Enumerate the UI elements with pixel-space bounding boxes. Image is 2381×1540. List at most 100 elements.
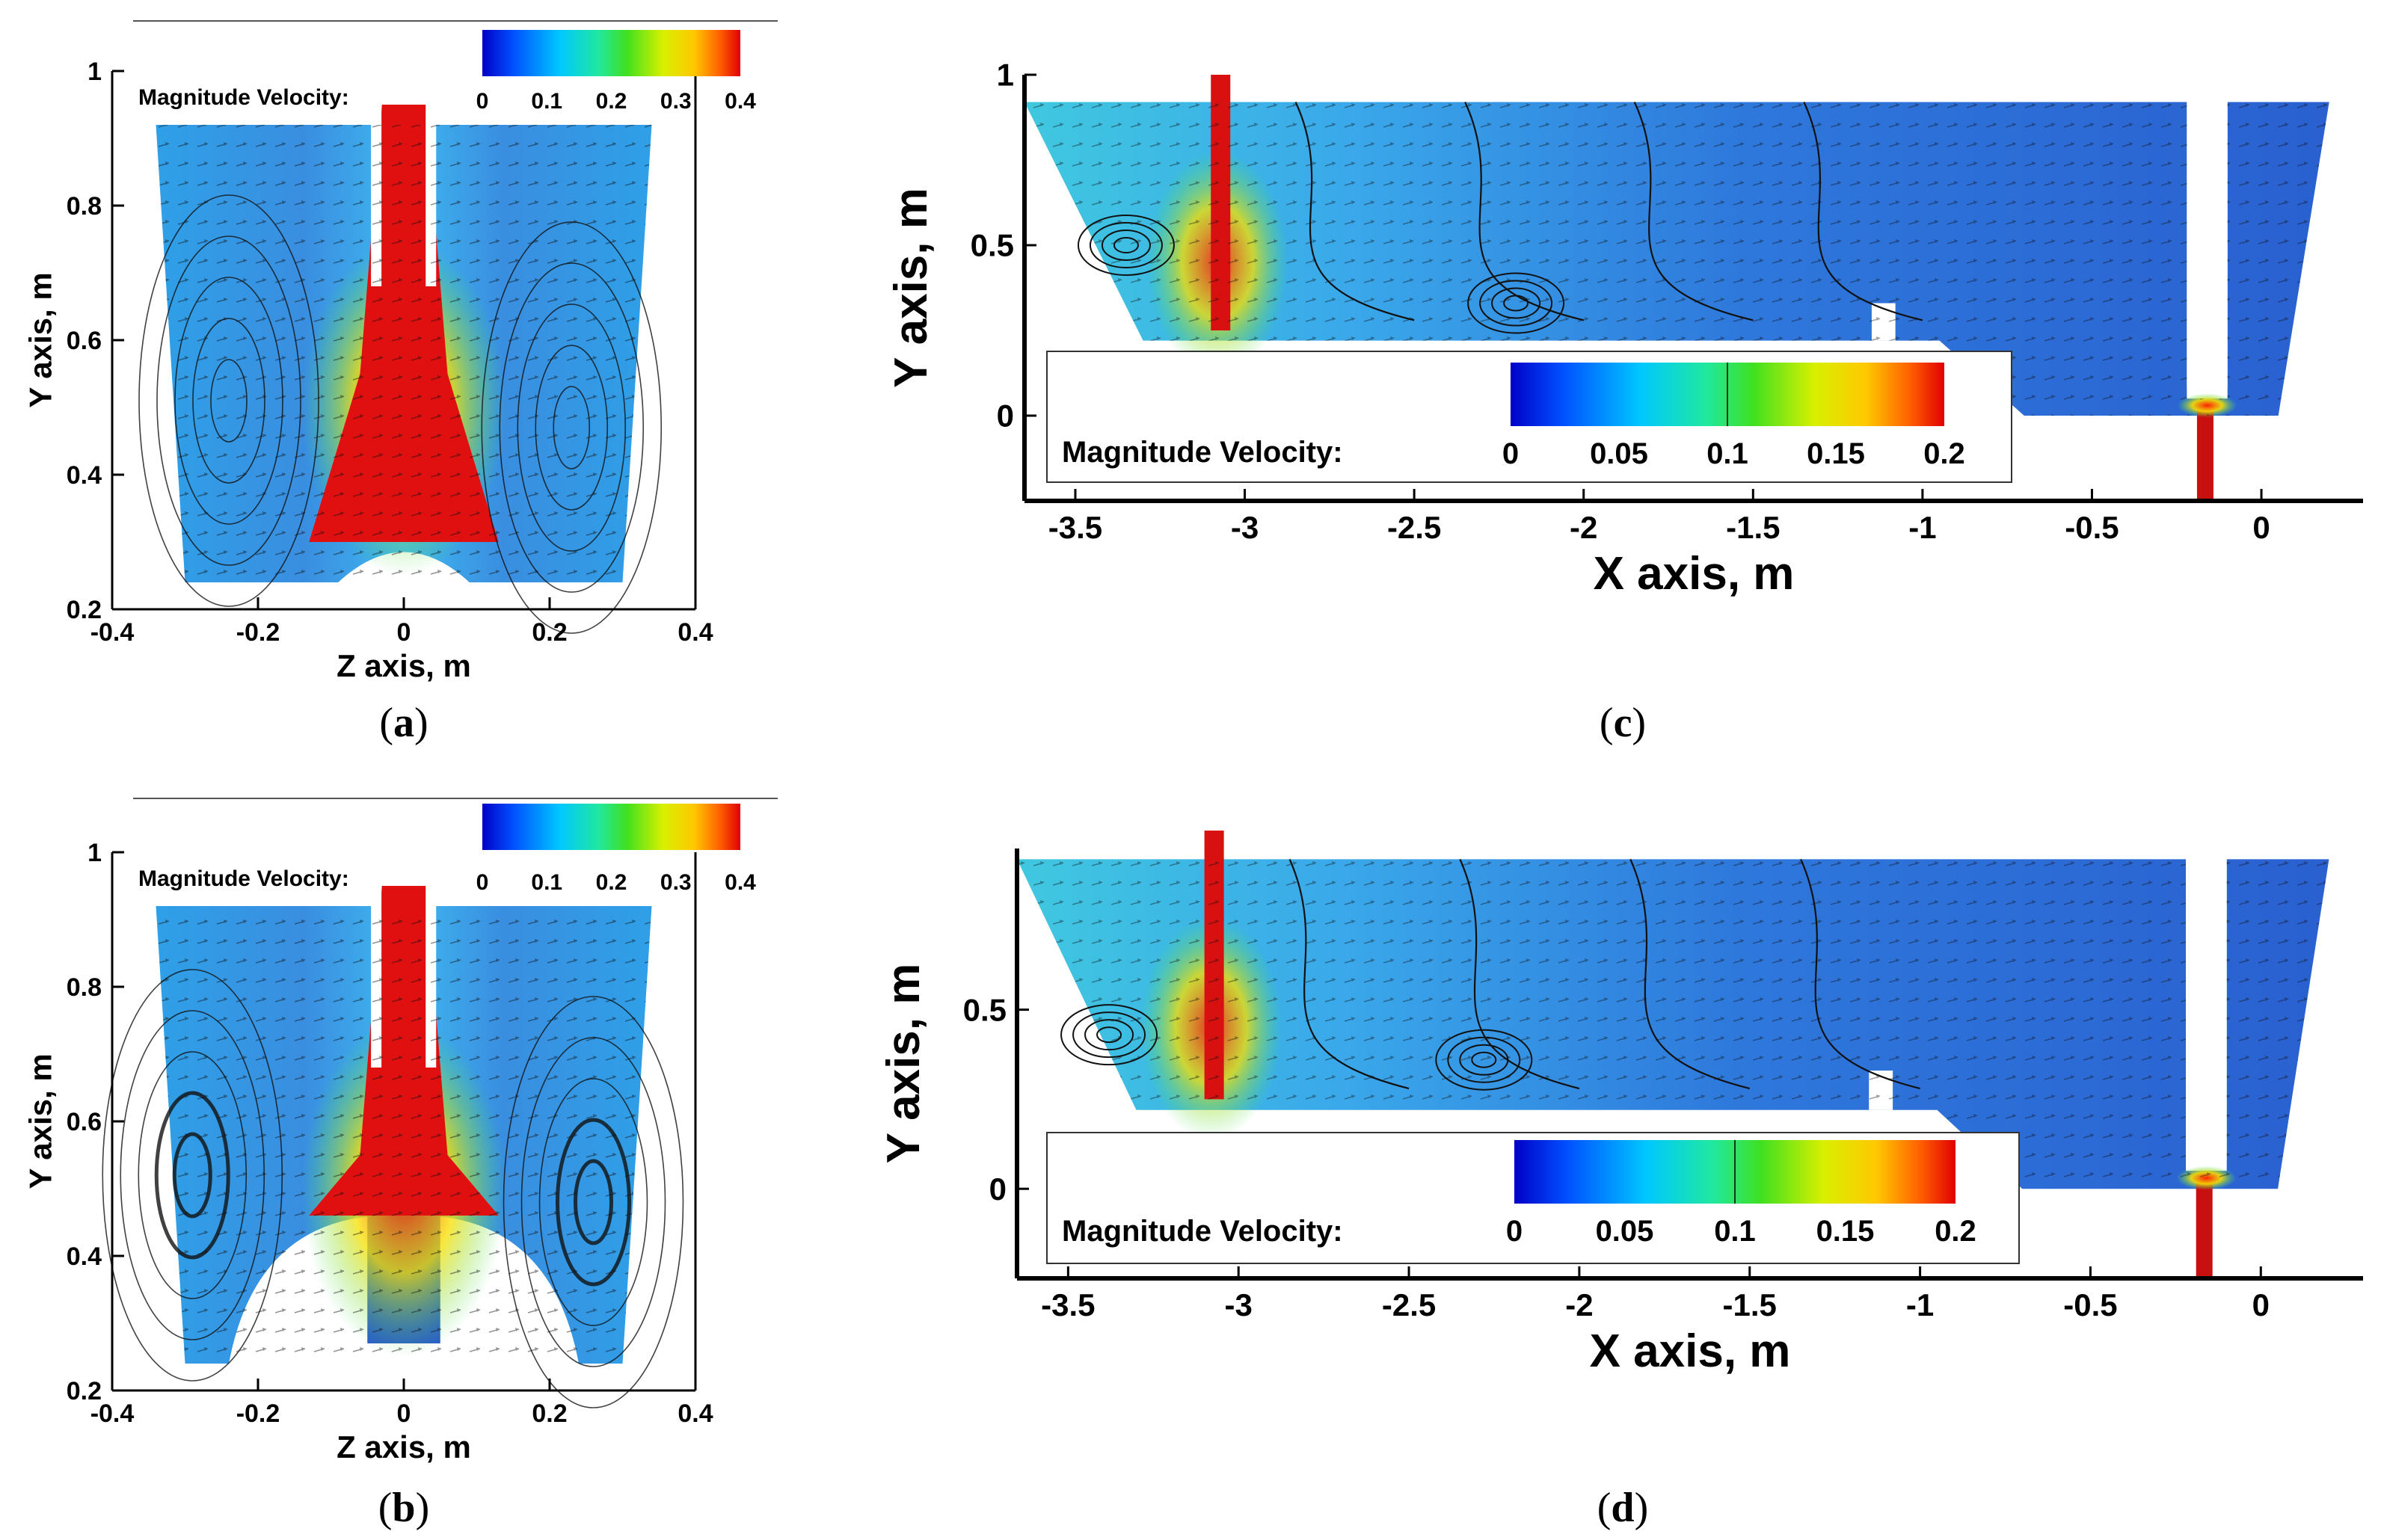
x-axis-title: X axis, m bbox=[1594, 548, 1795, 600]
legend-tick-label: 0 bbox=[476, 89, 489, 114]
legend-tick-label: 0 bbox=[1502, 437, 1519, 470]
axes-a: -0.4 -0.2 0 0.2 0.4 0.2 0.4 0.6 0.8 1 Z axis, m Y a… bbox=[22, 58, 713, 683]
panel-caption: (b) bbox=[378, 1485, 429, 1531]
streamline-0-5 bbox=[102, 969, 283, 1382]
outlet-jet bbox=[2196, 1181, 2213, 1278]
panel-a: -0.4 -0.2 0 0.2 0.4 0.2 0.4 0.6 0.8 1 Z axis, m Y a… bbox=[22, 20, 778, 746]
legend-tick-label: 0.15 bbox=[1816, 1215, 1875, 1248]
legend-tick-label: 0.05 bbox=[1596, 1215, 1654, 1248]
streamline-0-4 bbox=[120, 1010, 265, 1340]
legend-tick-label: 0.1 bbox=[531, 89, 562, 114]
x-tick-label: -3 bbox=[1225, 1287, 1253, 1322]
x-axis-title: X axis, m bbox=[1590, 1325, 1791, 1377]
velocity-vectors bbox=[1024, 102, 2329, 416]
vortex-0-3 bbox=[1447, 1036, 1521, 1083]
streamline-0-2 bbox=[192, 318, 265, 484]
y-tick-label: 0 bbox=[997, 398, 1014, 434]
x-tick-label: -3 bbox=[1231, 510, 1259, 545]
x-tick-label: -0.4 bbox=[90, 618, 135, 647]
vortex-0-3 bbox=[1479, 280, 1553, 327]
streamline-1-1 bbox=[553, 386, 591, 469]
x-tick-label: -1.5 bbox=[1726, 510, 1780, 545]
x-tick-label: 0 bbox=[397, 1399, 411, 1428]
x-tick-label: -0.5 bbox=[2063, 1287, 2117, 1322]
velocity-vectors bbox=[156, 906, 652, 1364]
streamline-1-4 bbox=[499, 262, 645, 593]
colorbar bbox=[482, 804, 740, 850]
x-tick-label: 0.4 bbox=[678, 618, 713, 647]
streamline-2 bbox=[1629, 858, 1751, 1090]
panel-d: -3.5 -3 -2.5 -2 -1.5 -1 -0.5 0 0 0.5 X axis, m Y ax… bbox=[878, 831, 2363, 1531]
y-axis-title: Y axis, m bbox=[878, 964, 930, 1164]
streamline-0 bbox=[1288, 858, 1410, 1090]
axes-c: -3.5 -3 -2.5 -2 -1.5 -1 -0.5 0 0 0.5 1 X axis, m Y a… bbox=[885, 58, 2363, 600]
streamline-0-2 bbox=[154, 1091, 230, 1260]
legend-title: Magnitude Velocity: bbox=[1062, 436, 1343, 469]
vortex-1-3 bbox=[1072, 1011, 1146, 1059]
legend-tick-label: 0.1 bbox=[531, 870, 562, 895]
vortex-1-1 bbox=[1096, 1026, 1122, 1044]
streamline-3 bbox=[1803, 102, 1923, 321]
vortex-1-1 bbox=[1113, 237, 1139, 253]
legend-d: Magnitude Velocity: 0 0.05 0.1 0.15 0.2 bbox=[1046, 1132, 2020, 1264]
streamline-2 bbox=[1633, 102, 1754, 321]
legend-tick-label: 0.15 bbox=[1807, 437, 1865, 470]
y-tick-label: 1 bbox=[997, 58, 1014, 93]
x-tick-label: -3.5 bbox=[1041, 1287, 1095, 1322]
x-tick-label: -0.2 bbox=[236, 618, 280, 647]
legend-b: Magnitude Velocity: 0 0.1 0.2 0.3 0.4 bbox=[133, 798, 778, 895]
legend-tick-label: 0.2 bbox=[596, 870, 627, 895]
x-tick-label: 0 bbox=[397, 618, 411, 647]
y-tick-label: 0.8 bbox=[67, 192, 102, 221]
x-tick-label: 0 bbox=[2252, 510, 2270, 545]
x-tick-label: -2 bbox=[1570, 510, 1597, 545]
streamline-0-1 bbox=[172, 1132, 212, 1219]
y-tick-label: 0.6 bbox=[67, 1108, 102, 1136]
legend-tick-label: 0.3 bbox=[660, 89, 692, 114]
legend-c: Magnitude Velocity: 0 0.05 0.1 0.15 0.2 bbox=[1046, 351, 2012, 483]
streamline-1-3 bbox=[517, 304, 627, 552]
y-axis-title: Y axis, m bbox=[885, 188, 937, 388]
x-tick-label: -1.5 bbox=[1723, 1287, 1777, 1322]
panel-caption: (a) bbox=[379, 700, 428, 746]
legend-tick-label: 0.2 bbox=[596, 89, 627, 114]
x-tick-label: -3.5 bbox=[1048, 510, 1102, 545]
outlet-gap bbox=[2187, 91, 2228, 389]
outlet-gap bbox=[2186, 848, 2227, 1160]
y-tick-label: 0.4 bbox=[67, 1242, 102, 1271]
axes-b: -0.4 -0.2 0 0.2 0.4 0.2 0.4 0.6 0.8 1 Z axis, m Y a… bbox=[22, 839, 713, 1464]
x-tick-label: 0.2 bbox=[532, 1399, 567, 1428]
x-tick-label: -2.5 bbox=[1387, 510, 1441, 545]
legend-title: Magnitude Velocity: bbox=[1062, 1215, 1343, 1248]
x-tick-label: -1 bbox=[1906, 1287, 1934, 1322]
vortex-0-1 bbox=[1503, 295, 1529, 312]
x-tick-label: 0.2 bbox=[532, 618, 567, 647]
y-tick-label: 0.2 bbox=[67, 596, 102, 624]
x-axis-title: Z axis, m bbox=[337, 1429, 471, 1464]
y-tick-label: 0.2 bbox=[67, 1377, 102, 1405]
panel-caption-letter: d bbox=[1611, 1485, 1634, 1531]
vortex-1-3 bbox=[1089, 222, 1163, 268]
vortex-1-4 bbox=[1077, 215, 1175, 276]
y-tick-label: 0.6 bbox=[67, 327, 102, 355]
streamline-1-3 bbox=[538, 1078, 648, 1326]
streamline-1-4 bbox=[520, 1037, 666, 1367]
legend-tick-label: 0.05 bbox=[1590, 437, 1648, 470]
legend-tick-label: 0.3 bbox=[660, 870, 692, 895]
y-axis-title: Y axis, m bbox=[22, 272, 58, 407]
y-tick-label: 0.4 bbox=[67, 461, 102, 490]
legend-tick-label: 0.4 bbox=[725, 870, 756, 895]
panel-caption: (c) bbox=[1600, 700, 1646, 746]
x-tick-label: 0.4 bbox=[678, 1399, 713, 1428]
streamline-0 bbox=[1294, 102, 1415, 321]
legend-tick-label: 0 bbox=[1506, 1215, 1523, 1248]
axes-d: -3.5 -3 -2.5 -2 -1.5 -1 -0.5 0 0 0.5 X axis, m Y ax… bbox=[878, 848, 2363, 1377]
y-tick-label: 0.5 bbox=[963, 992, 1007, 1027]
y-tick-label: 0.5 bbox=[971, 228, 1014, 263]
panel-caption-letter: b bbox=[392, 1485, 415, 1531]
legend-title: Magnitude Velocity: bbox=[138, 866, 349, 891]
vortex-0-4 bbox=[1435, 1029, 1533, 1091]
vortex-0-2 bbox=[1459, 1044, 1509, 1076]
vortex-0-2 bbox=[1491, 287, 1541, 319]
legend-a: Magnitude Velocity: 0 0.1 0.2 0.3 0.4 bbox=[133, 20, 778, 114]
